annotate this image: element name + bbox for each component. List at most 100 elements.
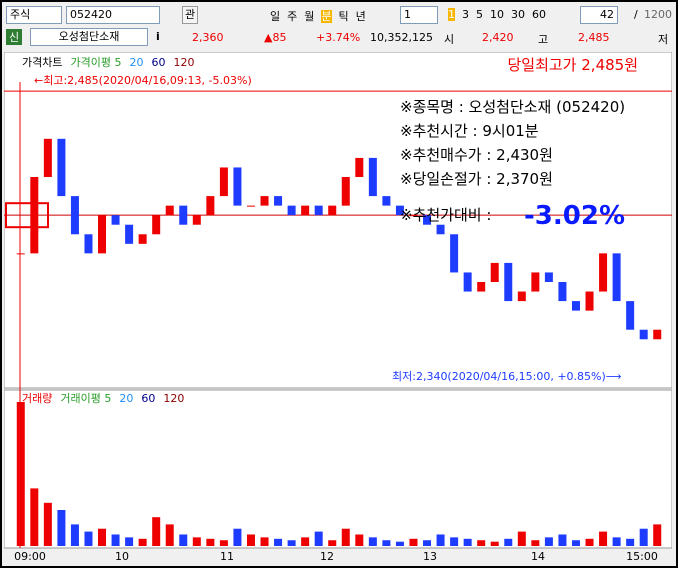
volume-bar — [43, 502, 52, 546]
watch-button[interactable]: 관 — [182, 6, 198, 24]
volume-bar — [301, 537, 310, 546]
minute-buttons: 1 3 5 10 30 60 — [448, 8, 546, 21]
x-tick-label: 11 — [220, 550, 234, 562]
volume-bar — [355, 534, 364, 546]
legend-item: 거래이평 5 — [60, 392, 111, 405]
info-button[interactable]: i — [156, 30, 160, 43]
change: ▲85 — [264, 31, 287, 44]
period[interactable]: 일 — [270, 10, 281, 23]
legend-item: 60 — [141, 392, 155, 405]
candle — [111, 215, 120, 225]
volume-bar — [138, 538, 147, 546]
candle — [274, 196, 283, 206]
volume-bar — [490, 541, 499, 546]
volume-bar — [450, 537, 459, 546]
volume-bar — [16, 402, 25, 546]
code-input[interactable]: 052420 — [66, 6, 160, 24]
candle — [192, 215, 201, 225]
minute[interactable]: 60 — [532, 8, 546, 21]
volume-bar — [260, 537, 269, 546]
volume-bar — [192, 537, 201, 546]
candle — [450, 234, 459, 273]
legend-item: 가격이평 5 — [70, 56, 121, 69]
candle — [395, 205, 404, 216]
legend-item: 20 — [119, 392, 133, 405]
volume-bar — [246, 534, 255, 546]
period[interactable]: 년 — [355, 10, 366, 23]
period[interactable]: 분 — [321, 10, 332, 23]
candle — [531, 272, 540, 292]
day-high: 당일최고가 2,485원 — [507, 56, 638, 74]
candle — [70, 196, 79, 235]
minute[interactable]: 10 — [490, 8, 504, 21]
count-input[interactable]: 42 — [580, 6, 618, 24]
candle — [504, 262, 513, 302]
candle — [653, 329, 662, 340]
minute[interactable]: 3 — [462, 8, 469, 21]
legend-item: 거래량 — [22, 392, 52, 405]
legend-item: 60 — [151, 56, 165, 69]
candle — [260, 196, 269, 206]
volume-bar — [423, 540, 432, 546]
minute[interactable]: 30 — [511, 8, 525, 21]
volume-bar — [70, 524, 79, 546]
candle — [314, 205, 323, 216]
info-line: ※종목명 : 오성첨단소재 (052420) — [400, 98, 625, 116]
candle — [355, 157, 364, 177]
volume-bar — [653, 524, 662, 546]
candle — [179, 205, 188, 225]
high-note: ←최고:2,485(2020/04/16,09:13, -5.03%) — [34, 74, 252, 87]
candle — [409, 215, 418, 217]
volume-bar — [436, 534, 445, 546]
period[interactable]: 주 — [287, 10, 298, 23]
volume-bar — [517, 531, 526, 546]
period-buttons: 일 주 월 분 틱 년 — [270, 8, 366, 24]
volume-bar — [504, 538, 513, 546]
volume-bar — [57, 510, 66, 546]
period[interactable]: 틱 — [338, 10, 349, 23]
volume-bar — [111, 534, 120, 546]
volume-bar — [98, 528, 107, 546]
candle — [368, 157, 377, 197]
candle — [328, 205, 337, 216]
volume-bar — [612, 537, 621, 546]
legend-item: 20 — [129, 56, 143, 69]
x-tick-label: 14 — [531, 550, 545, 562]
candle — [246, 205, 255, 207]
info-line: ※당일손절가 : 2,370원 — [400, 170, 553, 188]
candle — [490, 262, 499, 282]
candle — [599, 253, 608, 292]
volume-bar — [368, 537, 377, 546]
candle — [423, 215, 432, 225]
period[interactable]: 월 — [304, 10, 315, 23]
volume-bar — [125, 537, 134, 546]
x-tick-label: 10 — [115, 550, 129, 562]
candle — [43, 138, 52, 177]
candle — [639, 329, 648, 340]
candle — [341, 177, 350, 206]
price: 2,360 — [192, 31, 224, 44]
minute[interactable]: 1 — [448, 8, 455, 21]
market-select[interactable]: 주식 — [6, 6, 62, 24]
label: 저 — [658, 33, 669, 46]
volume-panel — [4, 389, 672, 549]
ref-box — [5, 202, 49, 229]
minute[interactable]: 5 — [476, 8, 483, 21]
candle — [287, 205, 296, 216]
volume-bar — [233, 528, 242, 546]
volume-bar — [558, 534, 567, 546]
volume-bar — [341, 528, 350, 546]
volume-bar — [274, 538, 283, 546]
candle — [382, 196, 391, 206]
x-tick-label: 09:00 — [14, 550, 46, 562]
candle — [463, 272, 472, 292]
x-tick-label: 12 — [320, 550, 334, 562]
candle — [544, 272, 553, 282]
volume-bar — [409, 538, 418, 546]
candle — [558, 282, 567, 302]
x-tick-label: 13 — [423, 550, 437, 562]
legend-item: 120 — [173, 56, 194, 69]
max-count: 1200 — [644, 8, 672, 21]
volume-bar — [544, 537, 553, 546]
interval-select[interactable]: 1 — [400, 6, 438, 24]
